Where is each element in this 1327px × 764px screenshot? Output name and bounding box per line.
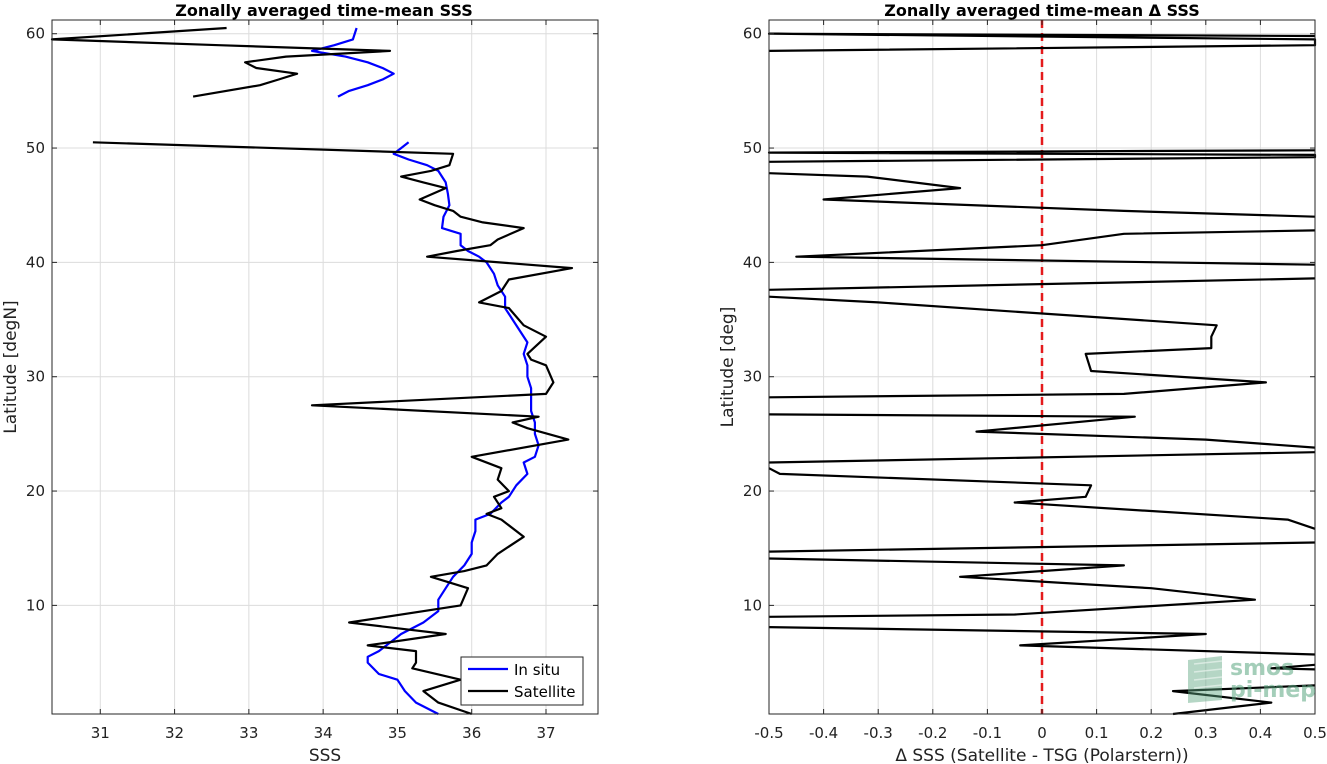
right-series-delta-sss-line bbox=[768, 626, 1316, 656]
logo-lines bbox=[1193, 660, 1223, 689]
legend-label-in-situ: In situ bbox=[514, 661, 560, 679]
right-series-delta-sss-line bbox=[768, 277, 1316, 291]
right-x-axis-label: Δ SSS (Satellite - TSG (Polarstern)) bbox=[895, 746, 1188, 764]
right-series-delta-sss-line bbox=[1171, 684, 1316, 716]
right-series-delta-sss-line bbox=[768, 541, 1316, 553]
right-series-delta-sss-line bbox=[768, 413, 1316, 449]
left-x-tick-label: 31 bbox=[91, 724, 110, 742]
left-chart-panel: Zonally averaged time-mean SSS 31 32 33 34 3… bbox=[1, 1, 599, 764]
left-y-ticks: 10 20 30 40 50 60 bbox=[26, 25, 598, 614]
left-series-in-situ-line bbox=[310, 27, 395, 98]
left-plot-frame bbox=[51, 19, 599, 715]
smos-pi-mep-logo: smos pi-mep bbox=[1188, 656, 1316, 703]
right-x-tick-label: 0.4 bbox=[1248, 724, 1272, 742]
left-x-tick-label: 37 bbox=[536, 724, 555, 742]
right-chart-title: Zonally averaged time-mean Δ SSS bbox=[884, 1, 1200, 20]
right-x-tick-label: 0.5 bbox=[1303, 724, 1327, 742]
left-grid bbox=[52, 20, 598, 714]
left-x-tick-label: 32 bbox=[165, 724, 184, 742]
legend: In situ Satellite bbox=[460, 656, 584, 706]
right-y-tick-label: 20 bbox=[743, 482, 762, 500]
left-y-axis-label: Latitude [degN] bbox=[1, 300, 21, 433]
left-chart-title: Zonally averaged time-mean SSS bbox=[175, 1, 473, 20]
left-series-satellite-line bbox=[50, 26, 392, 98]
left-x-tick-label: 36 bbox=[462, 724, 481, 742]
right-series-delta-sss-line bbox=[768, 295, 1268, 399]
logo-text-line2: pi-mep bbox=[1230, 678, 1316, 703]
right-y-tick-label: 60 bbox=[743, 25, 762, 43]
left-x-tick-label: 34 bbox=[314, 724, 333, 742]
logo-text-line1: smos bbox=[1230, 656, 1294, 681]
left-series-group bbox=[50, 26, 574, 716]
right-chart-panel: Zonally averaged time-mean Δ SSS -0.5 -0.… bbox=[718, 1, 1327, 764]
right-x-tick-label: -0.2 bbox=[918, 724, 947, 742]
left-y-tick-label: 20 bbox=[26, 482, 45, 500]
left-y-tick-label: 60 bbox=[26, 25, 45, 43]
right-x-tick-label: -0.1 bbox=[973, 724, 1002, 742]
right-series-delta-sss-line bbox=[768, 451, 1316, 464]
right-x-tick-label: 0.1 bbox=[1085, 724, 1109, 742]
left-series-satellite-line bbox=[92, 141, 574, 716]
left-x-ticks: 31 32 33 34 35 36 37 bbox=[91, 20, 556, 742]
right-y-axis-label: Latitude [deg] bbox=[718, 307, 738, 428]
right-x-tick-label: -0.4 bbox=[809, 724, 838, 742]
left-y-tick-label: 50 bbox=[26, 139, 45, 157]
left-y-tick-label: 10 bbox=[26, 596, 45, 614]
right-series-delta-sss-line bbox=[1270, 663, 1316, 671]
right-series-delta-sss-line bbox=[768, 557, 1257, 618]
right-series-group bbox=[767, 32, 1317, 716]
right-y-tick-label: 50 bbox=[743, 139, 762, 157]
left-y-tick-label: 30 bbox=[26, 368, 45, 386]
right-y-tick-label: 30 bbox=[743, 368, 762, 386]
left-x-tick-label: 33 bbox=[239, 724, 258, 742]
right-x-tick-label: 0 bbox=[1037, 724, 1047, 742]
right-x-tick-label: -0.5 bbox=[754, 724, 783, 742]
left-y-tick-label: 40 bbox=[26, 253, 45, 271]
right-series-delta-sss-line bbox=[768, 172, 1316, 218]
right-x-tick-label: 0.2 bbox=[1139, 724, 1163, 742]
left-series-in-situ-line bbox=[366, 141, 540, 715]
right-x-ticks: -0.5 -0.4 -0.3 -0.2 -0.1 0 0.1 0.2 0.3 0.4 0.5 bbox=[754, 20, 1327, 742]
legend-label-satellite: Satellite bbox=[514, 683, 575, 701]
right-y-tick-label: 10 bbox=[743, 596, 762, 614]
legend-box bbox=[460, 656, 584, 706]
right-series-delta-sss-line bbox=[795, 229, 1316, 266]
right-y-ticks: 10 20 30 40 50 60 bbox=[743, 25, 1315, 614]
right-x-tick-label: 0.3 bbox=[1194, 724, 1218, 742]
left-x-axis-label: SSS bbox=[309, 746, 341, 764]
right-series-delta-sss-line bbox=[768, 467, 1316, 530]
right-x-tick-label: -0.3 bbox=[864, 724, 893, 742]
left-x-tick-label: 35 bbox=[388, 724, 407, 742]
right-y-tick-label: 40 bbox=[743, 253, 762, 271]
